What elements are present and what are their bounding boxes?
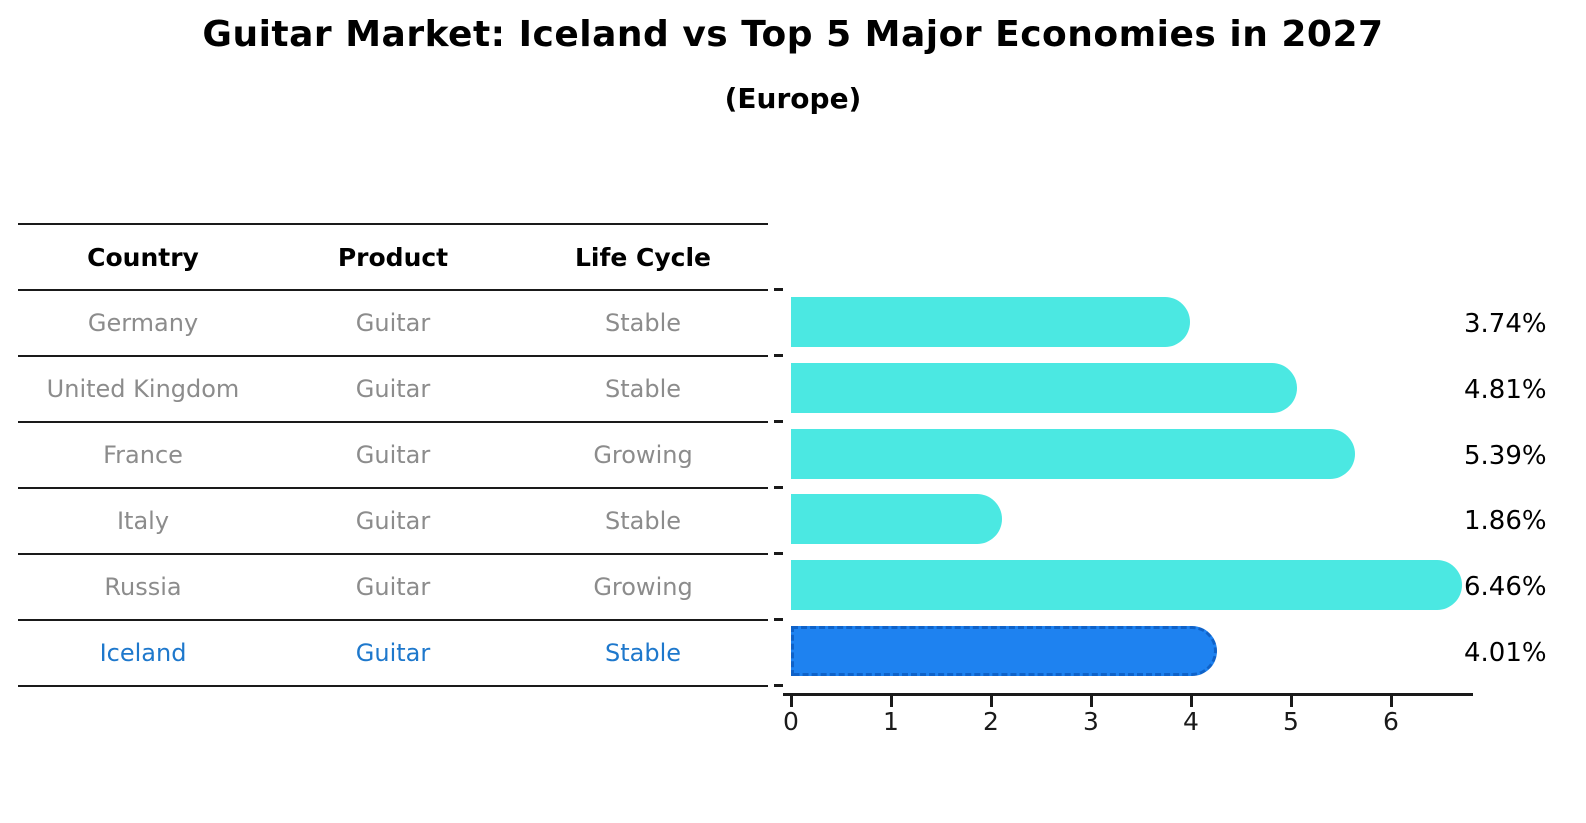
x-tick-mark-1: [890, 696, 893, 707]
table-header-product: Product: [337, 242, 449, 272]
y-tick-mark: [774, 420, 783, 423]
cell-country: Russia: [104, 573, 182, 601]
percent-label-italy: 1.86%: [1464, 506, 1547, 536]
cell-life-cycle: Growing: [593, 441, 693, 469]
x-tick-mark-6: [1390, 696, 1393, 707]
x-tick-label-6: 6: [1383, 707, 1399, 736]
y-tick-mark: [774, 552, 783, 555]
table-body: Germany Guitar Stable United Kingdom Guitar S…: [18, 289, 768, 685]
cell-life-cycle: Stable: [604, 507, 682, 535]
percent-label-germany: 3.74%: [1464, 309, 1547, 339]
percent-label-iceland: 4.01%: [1464, 638, 1547, 668]
x-tick-label-5: 5: [1283, 707, 1299, 736]
bar-france: [791, 429, 1355, 479]
y-tick-mark: [774, 684, 783, 687]
cell-product: Guitar: [355, 309, 431, 337]
bar-italy: [791, 494, 1002, 544]
x-tick-label-0: 0: [783, 707, 799, 736]
cell-country: Iceland: [99, 639, 187, 667]
percent-label-united-kingdom: 4.81%: [1464, 375, 1547, 405]
table-row-iceland: Iceland Guitar Stable: [18, 619, 768, 685]
y-tick-mark: [774, 354, 783, 357]
table-header-country: Country: [87, 242, 199, 272]
table-row-russia: Russia Guitar Growing: [18, 553, 768, 619]
cell-country: France: [103, 441, 183, 469]
cell-product: Guitar: [355, 375, 431, 403]
x-tick-mark-4: [1190, 696, 1193, 707]
x-tick-label-2: 2: [983, 707, 999, 736]
x-axis-line: [783, 693, 1473, 696]
cell-product: Guitar: [355, 639, 431, 667]
table-row-germany: Germany Guitar Stable: [18, 289, 768, 355]
bar-germany: [791, 297, 1190, 347]
x-tick-label-3: 3: [1083, 707, 1099, 736]
x-tick-label-4: 4: [1183, 707, 1199, 736]
cell-country: Italy: [116, 507, 170, 535]
x-tick-label-1: 1: [883, 707, 899, 736]
y-tick-mark: [774, 618, 783, 621]
cell-country: Germany: [87, 309, 199, 337]
x-tick-mark-3: [1090, 696, 1093, 707]
x-tick-mark-0: [790, 696, 793, 707]
chart-title: Guitar Market: Iceland vs Top 5 Major Ec…: [202, 14, 1384, 55]
chart-subtitle: (Europe): [724, 82, 862, 115]
x-tick-mark-2: [990, 696, 993, 707]
bar-iceland: [791, 626, 1217, 676]
cell-life-cycle: Stable: [604, 309, 682, 337]
table-header-row: Country Product Life Cycle: [18, 223, 768, 289]
x-tick-mark-5: [1290, 696, 1293, 707]
table-row-italy: Italy Guitar Stable: [18, 487, 768, 553]
percent-label-russia: 6.46%: [1464, 572, 1547, 602]
country-table: Country Product Life Cycle Germany Guitar…: [18, 223, 768, 687]
percent-label-france: 5.39%: [1464, 441, 1547, 471]
cell-product: Guitar: [355, 507, 431, 535]
table-row-united-kingdom: United Kingdom Guitar Stable: [18, 355, 768, 421]
table-row-france: France Guitar Growing: [18, 421, 768, 487]
bar-united-kingdom: [791, 363, 1297, 413]
y-tick-mark: [774, 486, 783, 489]
cell-product: Guitar: [355, 573, 431, 601]
bar-russia: [791, 560, 1462, 610]
cell-product: Guitar: [355, 441, 431, 469]
cell-life-cycle: Stable: [604, 375, 682, 403]
cell-life-cycle: Growing: [593, 573, 693, 601]
cell-life-cycle: Stable: [604, 639, 682, 667]
cell-country: United Kingdom: [46, 375, 240, 403]
table-header-lifecycle: Life Cycle: [574, 242, 712, 272]
y-tick-mark: [774, 288, 783, 291]
